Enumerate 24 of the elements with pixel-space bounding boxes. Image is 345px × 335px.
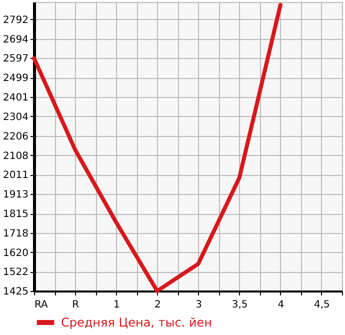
y-tick-label: 2401 — [3, 92, 28, 104]
y-tick-label: 1425 — [3, 286, 28, 298]
y-tick-label: 2108 — [3, 150, 28, 162]
legend-label: Средняя Цена, тыс. йен — [61, 316, 212, 330]
y-tick-label: 1913 — [3, 190, 28, 201]
x-tick-label: RA — [34, 300, 48, 310]
x-tick-label: 4,5 — [314, 300, 330, 310]
y-tick-label: 1522 — [3, 267, 28, 278]
x-tick-label: 3 — [196, 300, 202, 310]
x-tick-label: 3,5 — [232, 300, 248, 310]
y-tick-label: 2304 — [3, 112, 28, 123]
y-tick-label: 2499 — [3, 73, 28, 84]
x-tick-label: 4 — [278, 300, 284, 310]
y-tick-label: 2011 — [3, 170, 28, 182]
y-tick-label: 1620 — [3, 248, 28, 259]
x-tick-label: R — [72, 300, 80, 310]
y-tick-label: 2694 — [3, 34, 28, 46]
x-tick-label: 2 — [154, 300, 161, 310]
x-tick-label: 1 — [113, 300, 120, 310]
y-tick-label: 2597 — [3, 54, 28, 65]
y-tick-label: 2792 — [3, 14, 28, 26]
y-tick-label: 1718 — [3, 228, 28, 240]
y-tick-label: 1815 — [3, 209, 28, 220]
y-tick-label: 2206 — [3, 131, 28, 142]
